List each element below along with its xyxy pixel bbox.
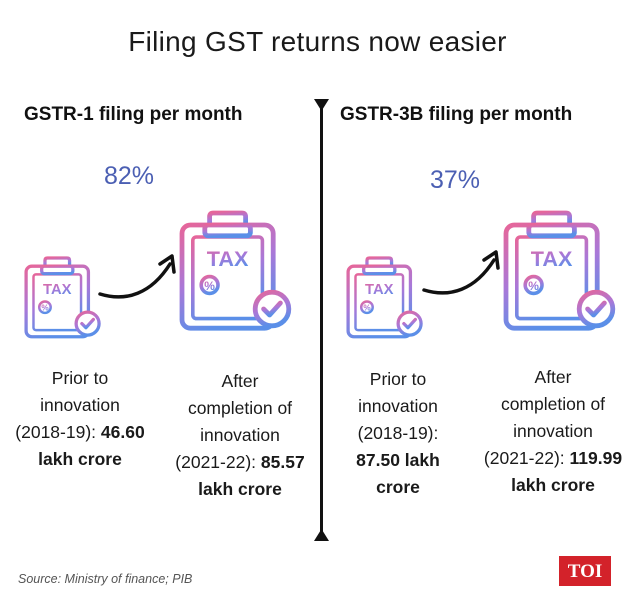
tax-document-icon [22, 254, 104, 344]
page-title: Filing GST returns now easier [128, 26, 507, 57]
toi-logo: TOI [559, 556, 611, 586]
tax-document-icon [176, 204, 296, 342]
gstr3b-prior-caption: Prior to innovation (2018-19): 87.50 lak… [356, 369, 440, 497]
source-note: Source: Ministry of finance; PIB [18, 572, 193, 586]
gstr1-percent: 82% [104, 162, 155, 190]
gstr3b-percent: 37% [430, 166, 481, 194]
divider-arrow-top [314, 99, 329, 111]
tax-document-icon [500, 204, 620, 342]
gstr3b-after-caption: After completion of innovation (2021-22)… [483, 367, 623, 495]
tax-document-icon [344, 254, 426, 344]
gstr1-after-caption: After completion of innovation (2021-22)… [175, 371, 305, 499]
gstr1-heading: GSTR-1 filing per month [24, 104, 243, 125]
arrow-right-icon [422, 250, 500, 295]
divider [320, 108, 323, 532]
arrow-right-icon [98, 254, 176, 299]
gstr3b-heading: GSTR-3B filing per month [340, 104, 573, 125]
divider-arrow-bottom [314, 529, 329, 541]
gstr1-prior-caption: Prior to innovation (2018-19): 46.60 lak… [15, 368, 145, 469]
